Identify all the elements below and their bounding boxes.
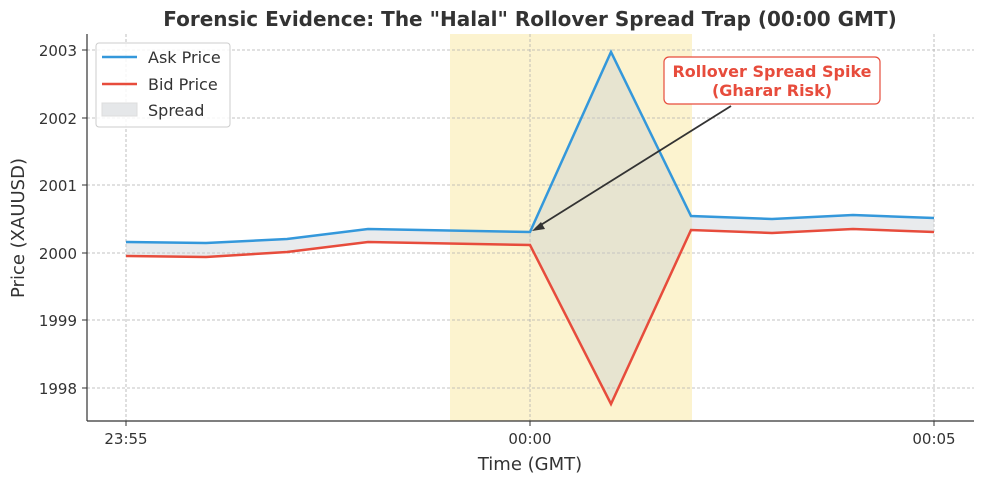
y-tick-label: 2003: [39, 42, 77, 60]
annotation-line1: Rollover Spread Spike: [672, 62, 871, 81]
rollover-highlight-band: [450, 34, 692, 421]
y-axis-label: Price (XAUUSD): [8, 158, 29, 298]
annotation-box: Rollover Spread Spike (Gharar Risk): [663, 56, 881, 105]
bid-price-line: [125, 227, 935, 407]
ask-price-line: [125, 49, 935, 245]
x-tick-label: 00:05: [912, 430, 955, 448]
x-axis-label: Time (GMT): [477, 454, 582, 475]
y-tick-label: 2000: [39, 245, 77, 263]
y-tick-label: 2002: [39, 110, 77, 128]
y-tick-label: 1998: [39, 380, 77, 398]
spread-fill: [126, 52, 934, 404]
legend: Ask Price Bid Price Spread: [95, 42, 231, 128]
y-ticks: [82, 49, 87, 389]
legend-ask: Ask Price: [148, 48, 221, 67]
legend-spread: Spread: [148, 101, 204, 120]
annotation-line2: (Gharar Risk): [712, 81, 832, 100]
x-tick-label: 23:55: [104, 430, 147, 448]
legend-bid: Bid Price: [148, 75, 218, 94]
chart-title: Forensic Evidence: The "Halal" Rollover …: [163, 7, 896, 31]
y-tick-label: 2001: [39, 177, 77, 195]
y-tick-label: 1999: [39, 312, 77, 330]
grid: [87, 34, 974, 421]
annotation-arrow: [532, 105, 732, 231]
x-tick-label: 00:00: [508, 430, 551, 448]
